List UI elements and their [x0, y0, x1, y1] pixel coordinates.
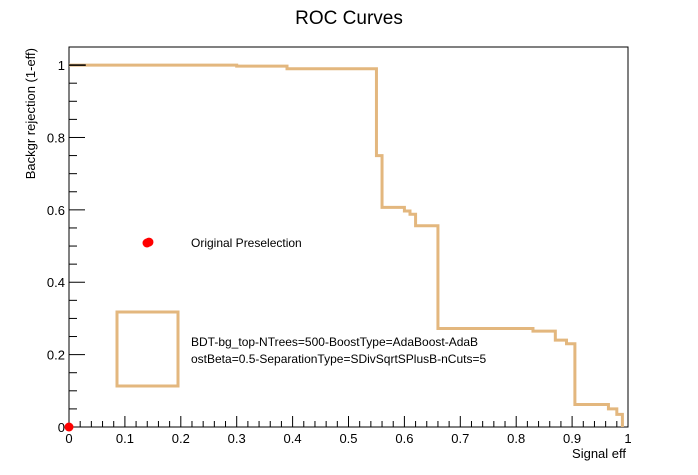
x-axis-title: Signal eff [572, 446, 626, 461]
legend-bdt-label-line2: ostBeta=0.5-SeparationType=SDivSqrtSPlus… [191, 352, 486, 366]
axis-ticks: 0 0.1 0.2 0.3 0.4 0.5 0.6 0.7 0.8 0.9 1 0 0.2 0.4 0.6 0… [47, 46, 632, 446]
x-tick-label: 0.8 [507, 431, 525, 446]
y-tick-label: 1 [58, 58, 65, 73]
x-tick-label: 1 [624, 431, 631, 446]
roc-curve-line [69, 63, 624, 427]
legend-bdt-swatch [115, 310, 180, 388]
x-tick-label: 0.1 [116, 431, 134, 446]
preselection-points-layer [64, 237, 154, 432]
y-tick-label: 0.6 [47, 203, 65, 218]
x-tick-label: 0.2 [172, 431, 190, 446]
roc-curve-layer [69, 63, 624, 427]
y-tick-label: 0.8 [47, 130, 65, 145]
chart-title: ROC Curves [295, 8, 403, 29]
y-axis-title: Backgr rejection (1-eff) [23, 48, 38, 179]
y-tick-label: 0.4 [47, 275, 65, 290]
x-tick-label: 0 [65, 431, 72, 446]
legend: BDT-bg_top-NTrees=500-BoostType=AdaBoost… [115, 236, 486, 388]
x-tick-label: 0.9 [563, 431, 581, 446]
x-tick-label: 0.7 [451, 431, 469, 446]
y-tick-label: 0.2 [47, 348, 65, 363]
legend-preselection-marker [142, 238, 152, 248]
x-tick-label: 0.5 [339, 431, 357, 446]
plot-frame [68, 46, 629, 428]
x-tick-label: 0.4 [284, 431, 302, 446]
x-tick-label: 0.3 [228, 431, 246, 446]
legend-bdt-label-line1: BDT-bg_top-NTrees=500-BoostType=AdaBoost… [191, 335, 478, 349]
y-tick-label: 0 [58, 420, 65, 435]
x-tick-label: 0.6 [395, 431, 413, 446]
legend-preselection-label: Original Preselection [191, 236, 302, 250]
preselection-point [64, 422, 74, 432]
